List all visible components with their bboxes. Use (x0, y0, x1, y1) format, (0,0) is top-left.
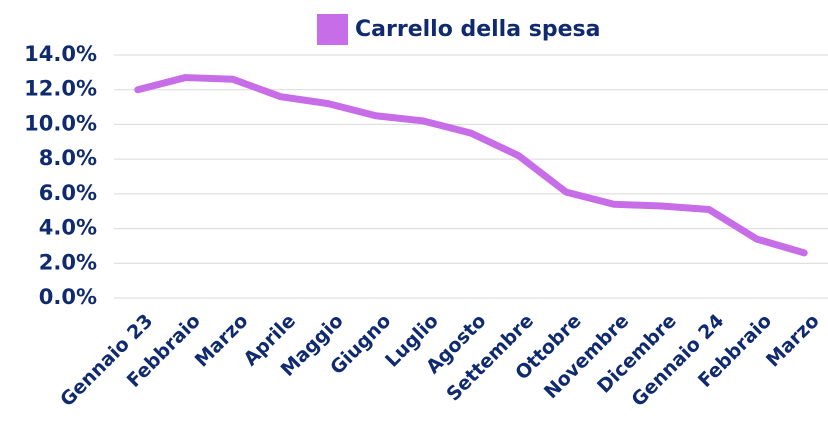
y-tick-label: 2.0% (39, 250, 97, 274)
y-tick-label: 6.0% (39, 181, 97, 205)
series-line (134, 74, 808, 257)
x-tick-label: Marzo (762, 310, 824, 372)
y-tick-label: 12.0% (24, 77, 97, 101)
legend-swatch (317, 14, 348, 45)
y-tick-label: 8.0% (39, 146, 97, 170)
legend-label: Carrello della spesa (355, 17, 600, 42)
y-tick-label: 4.0% (39, 216, 97, 240)
y-tick-label: 14.0% (24, 42, 97, 66)
y-tick-label: 0.0% (39, 285, 97, 309)
y-tick-label: 10.0% (24, 111, 97, 135)
x-tick-label: Marzo (191, 310, 253, 372)
